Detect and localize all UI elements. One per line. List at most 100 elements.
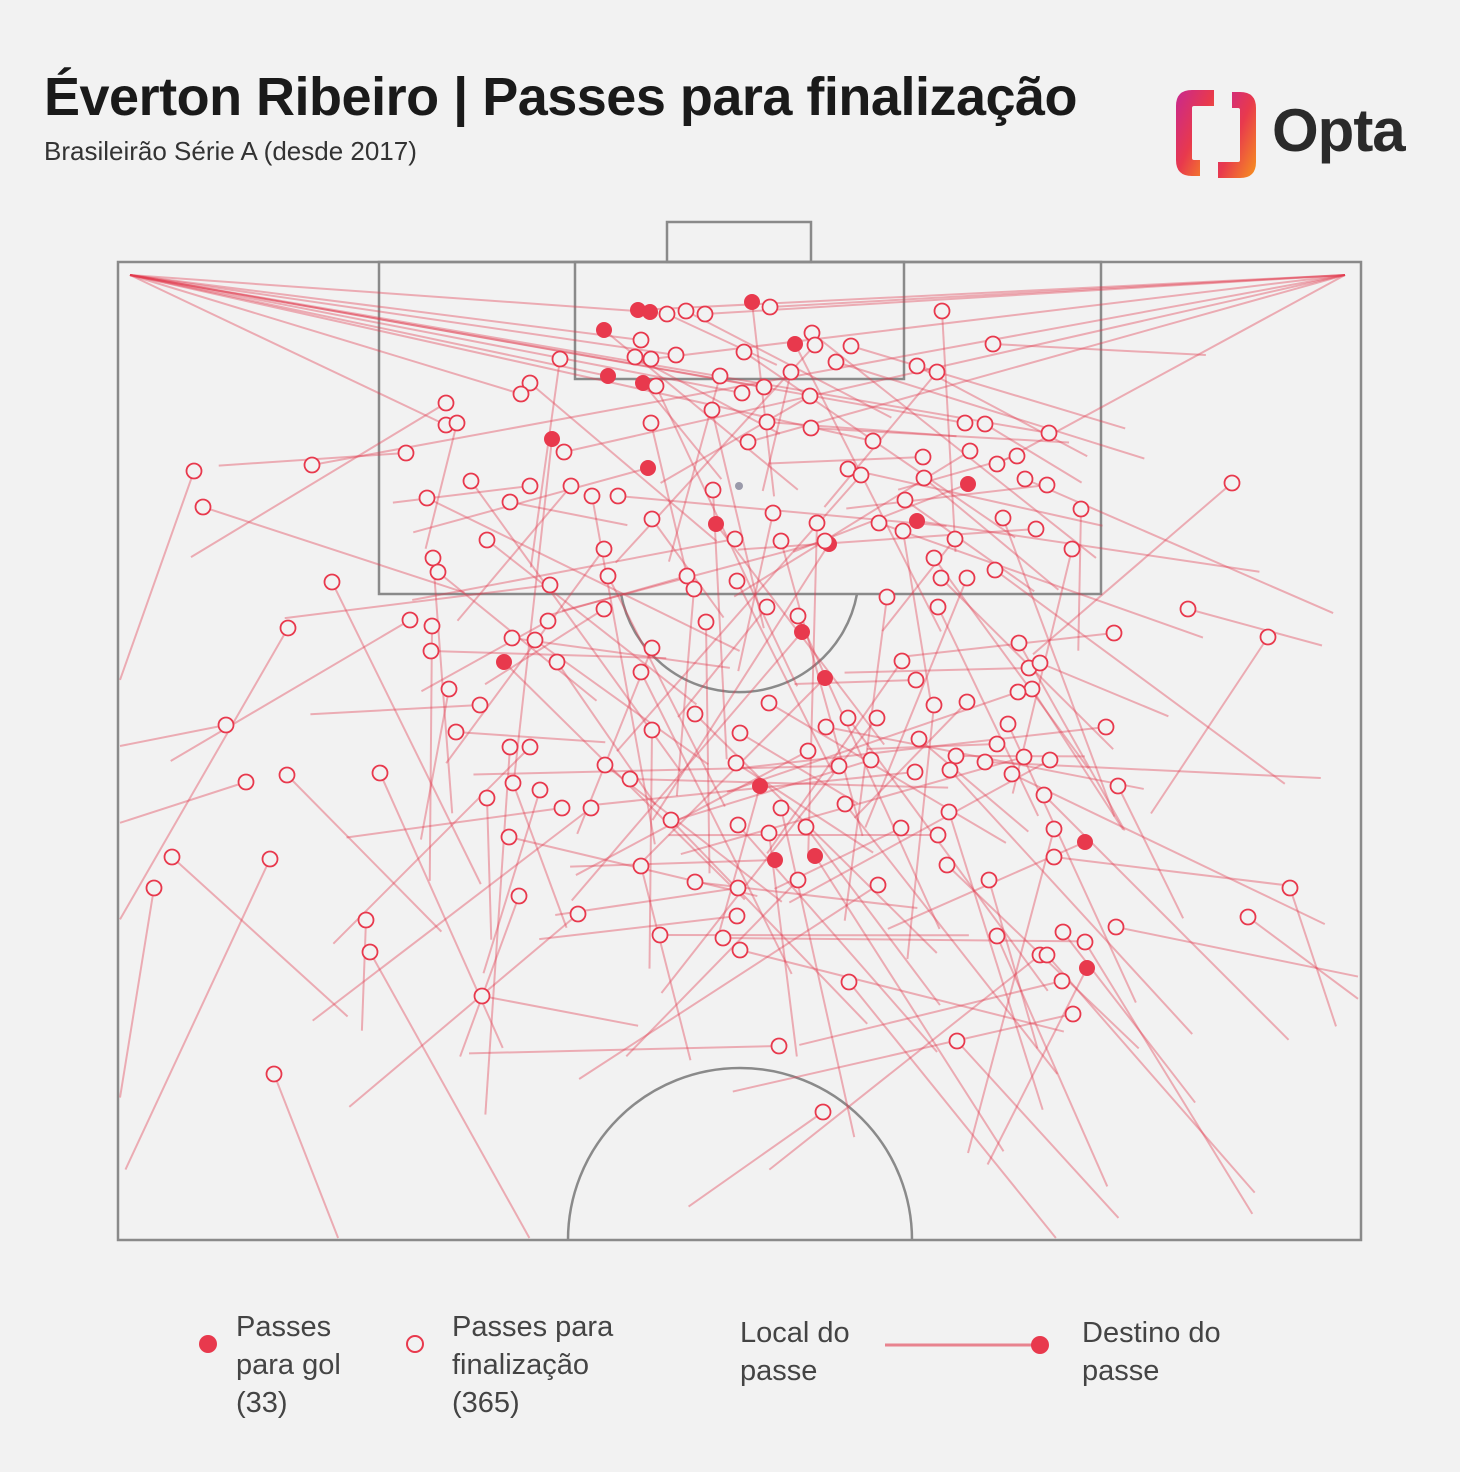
pass-line [739,732,859,805]
shot-pass-point [906,763,924,781]
pass-line [119,724,227,748]
pass-line [1084,941,1254,1215]
shot-pass-point [908,357,926,375]
pass-line [648,729,653,969]
shot-pass-point [980,871,998,889]
pass-line [171,856,349,1018]
pass-line [675,588,695,797]
shot-pass-point [551,350,569,368]
shot-pass-point [596,756,614,774]
shot-pass-point [361,943,379,961]
shot-pass-point [478,531,496,549]
shot-pass-point [802,419,820,437]
shot-pass-point [878,588,896,606]
shot-pass-point [539,612,557,630]
pass-line [735,762,874,854]
shot-pass-point [946,530,964,548]
shot-pass-point [599,567,617,585]
shot-pass-point [755,378,773,396]
pass-line [988,879,1039,1049]
pass-line [129,274,609,377]
pass-line [379,772,504,1049]
shot-pass-point [1053,972,1071,990]
pass-line [967,828,1055,1154]
pass-line [311,274,1346,466]
pass-line [509,501,628,527]
pass-line [563,274,1346,453]
shot-pass-point [816,532,834,550]
pass-line [739,726,1107,770]
shot-pass-point [643,510,661,528]
pass-line [1007,723,1137,1003]
shot-pass-point [994,509,1012,527]
pass-line [473,765,840,776]
shot-pass-point [761,298,779,316]
pass-line [994,569,1286,785]
pass-line [392,485,531,504]
shot-pass-point [1003,765,1021,783]
shot-pass-point [914,448,932,466]
shot-pass-point [868,709,886,727]
pass-line [704,274,1346,315]
pass-line [670,819,868,1025]
shot-pass-point [643,721,661,739]
shot-pass-point [1054,923,1072,941]
shot-pass-point [448,414,466,432]
pass-line [486,797,493,940]
pass-line [794,343,942,632]
pass-line [799,980,1063,1046]
shot-pass-point [357,911,375,929]
pass-line [916,365,1088,458]
shot-pass-point [789,607,807,625]
goal-pass-point [1077,834,1093,850]
pass-line [835,361,1145,460]
shot-pass-point [986,561,1004,579]
pass-line [604,764,783,903]
pass-line [129,274,874,442]
shot-pass-point [1016,470,1034,488]
goal-pass-point [708,516,724,532]
pass-line [556,661,657,806]
shot-pass-point [424,549,442,567]
shot-pass-point [958,693,976,711]
pass-line [1062,931,1196,1104]
shot-pass-point [928,363,946,381]
shot-pass-point [569,905,587,923]
pass-line [984,423,1083,484]
pass-line [768,954,1041,1171]
pass-line [769,274,1346,308]
legend-shot-pass-marker [406,1335,424,1353]
pass-line [761,371,792,492]
chart-title: Éverton Ribeiro | Passes para finalizaçã… [44,67,1078,127]
goal-pass-point [496,654,512,670]
shot-pass-point [941,761,959,779]
pass-line [1024,478,1334,615]
pass-line [190,402,447,558]
shot-pass-point [583,487,601,505]
pass-line [846,484,1048,510]
shot-pass-point [840,973,858,991]
shot-pass-point [163,848,181,866]
shot-pass-point [501,738,519,756]
shot-pass-point [842,337,860,355]
pass-line [481,995,639,1027]
shot-pass-point [801,387,819,405]
shot-pass-point [632,857,650,875]
pass-line [650,274,1346,360]
shot-pass-point [510,887,528,905]
pass-line [881,538,956,632]
pass-line [948,811,1044,1111]
pass-line [768,702,1007,844]
pass-line [847,717,1049,992]
pass-line [732,1013,1074,1093]
shot-pass-point [437,394,455,412]
shot-pass-point [1105,624,1123,642]
pass-line [688,1111,824,1208]
shot-pass-point [521,738,539,756]
pass-line [129,274,966,424]
shot-pass-point [869,876,887,894]
shot-pass-point [947,747,965,765]
pass-line [904,499,1035,593]
pass-line [949,769,1193,1035]
shot-pass-point [729,816,747,834]
